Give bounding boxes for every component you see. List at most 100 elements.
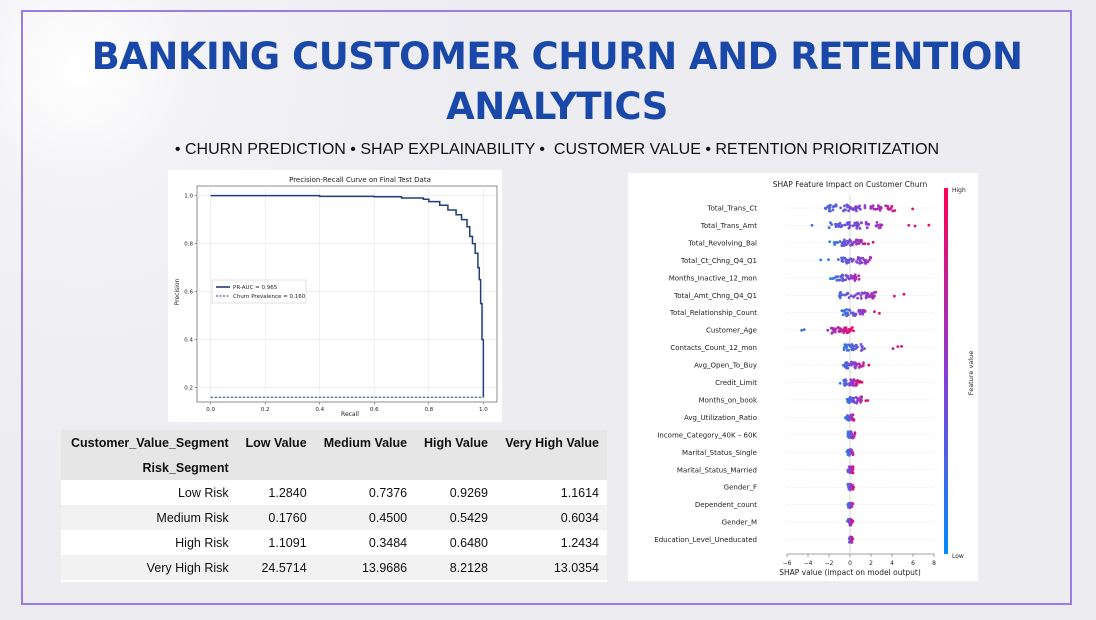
shap-feature-label: Credit_Limit [715, 379, 757, 387]
shap-point [852, 396, 856, 400]
shap-point [838, 291, 842, 295]
shap-point [867, 242, 870, 246]
shap-point [845, 261, 849, 265]
table-cell: 0.7376 [368, 485, 408, 500]
shap-point [846, 482, 850, 486]
table-cell: 1.2840 [268, 485, 307, 500]
col-header: Very High Value [505, 435, 599, 450]
shap-point [846, 469, 850, 473]
shap-point [848, 238, 852, 242]
table-cell: 0.9269 [449, 485, 488, 500]
shap-point [858, 207, 862, 211]
table-cell: 13.0354 [553, 560, 599, 575]
shap-summary-svg: SHAP Feature Impact on Customer Churn SH… [654, 180, 975, 577]
shap-point [847, 348, 850, 352]
pr-ytick-label: 0.8 [184, 242, 193, 248]
table-index-row: Risk_Segment [61, 455, 607, 480]
shap-point [844, 361, 848, 365]
pr-ytick-label: 0.6 [184, 290, 193, 296]
shap-point [824, 207, 828, 211]
shap-point [841, 209, 845, 213]
shap-point [854, 240, 857, 243]
slide-subtitle: • CHURN PREDICTION • SHAP EXPLAINABILITY… [174, 141, 940, 158]
shap-feature-label: Contacts_Count_12_mon [670, 344, 757, 352]
shap-point [834, 204, 838, 208]
shap-point [831, 208, 835, 212]
shap-point [843, 381, 847, 385]
shap-point [834, 240, 838, 244]
table-header-row: Customer_Value_Segment Low Value Medium … [61, 430, 607, 455]
colorbar-low-label: Low [952, 553, 964, 560]
shap-point [865, 292, 869, 295]
shap-point [855, 242, 858, 246]
shap-point [858, 256, 862, 260]
shap-point [859, 343, 863, 346]
shap-summary-chart: SHAP Feature Impact on Customer Churn SH… [628, 173, 978, 581]
shap-point [858, 227, 862, 230]
shap-point [848, 381, 851, 385]
shap-point [860, 380, 864, 384]
shap-point [846, 275, 849, 279]
shap-point [837, 330, 841, 333]
shap-point [862, 361, 865, 365]
pr-curve-chart: Precision-Recall Curve on Final Test Dat… [168, 170, 502, 422]
shap-xtick-label: 4 [890, 560, 894, 567]
shap-point [838, 278, 842, 282]
shap-point [855, 221, 859, 224]
table-cell: 1.1091 [268, 535, 307, 550]
shap-point [826, 328, 830, 332]
row-label: High Risk [175, 535, 229, 550]
shap-point [852, 378, 856, 382]
shap-point [844, 208, 847, 212]
shap-xtick-label: −6 [783, 560, 792, 567]
shap-point [873, 294, 876, 298]
shap-point [852, 362, 856, 366]
shap-point [833, 329, 837, 332]
shap-point [853, 312, 857, 316]
shap-point [853, 223, 856, 227]
shap-point [855, 401, 859, 405]
shap-point [838, 221, 842, 225]
shap-point [844, 345, 848, 349]
shap-point [841, 224, 844, 227]
table-cell: 0.3484 [368, 535, 408, 550]
shap-point [850, 345, 854, 349]
shap-point [846, 451, 850, 455]
shap-xtick-label: 6 [911, 560, 915, 567]
table-row: Medium Risk 0.1760 0.4500 0.5429 0.6034 [61, 505, 607, 530]
shap-point [850, 326, 854, 329]
shap-point [857, 277, 861, 281]
shap-point [892, 294, 896, 298]
shap-point [867, 363, 871, 367]
shap-point [874, 290, 878, 294]
pr-xtick-label: 0.2 [261, 407, 270, 413]
shap-point [827, 258, 830, 262]
shap-point [836, 275, 840, 279]
shap-point [855, 292, 859, 296]
shap-point [841, 279, 845, 283]
shap-point [856, 399, 859, 403]
shap-point [860, 311, 864, 315]
shap-point [848, 537, 851, 540]
shap-point [863, 206, 867, 210]
shap-feature-label: Income_Category_40K – 60K [657, 431, 757, 439]
shap-point [862, 291, 866, 295]
shap-point [856, 345, 859, 349]
shap-xtick-label: 2 [869, 560, 873, 567]
shap-point [856, 296, 859, 300]
shap-point [827, 226, 831, 230]
shap-feature-label: Customer_Age [706, 327, 757, 335]
shap-point [857, 241, 861, 245]
shap-point [850, 360, 853, 364]
shap-point [845, 203, 849, 207]
shap-point [863, 347, 866, 351]
table-cell: 8.2128 [449, 560, 488, 575]
shap-point [843, 223, 847, 227]
pr-xtick-label: 0.6 [370, 407, 379, 413]
shap-point [891, 347, 895, 350]
shap-point [846, 259, 850, 263]
shap-point [907, 223, 911, 227]
shap-point [870, 205, 874, 209]
shap-point [843, 240, 847, 244]
shap-feature-label: Months_on_book [699, 396, 758, 404]
